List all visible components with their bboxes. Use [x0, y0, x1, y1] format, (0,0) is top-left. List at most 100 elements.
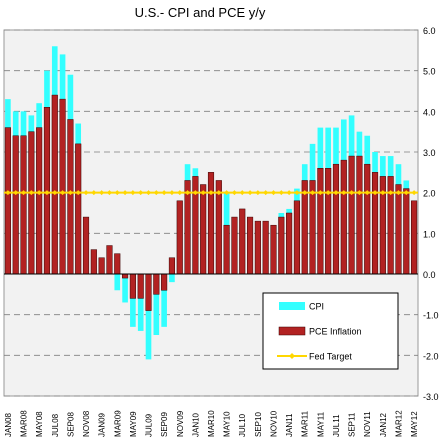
pce-bar: [317, 168, 324, 275]
pce-bar: [137, 273, 144, 299]
fed-target-marker: [411, 190, 417, 196]
x-tick-label: SEP08: [66, 412, 75, 437]
y-tick-label: 0.0: [423, 270, 436, 280]
pce-bar: [286, 212, 293, 275]
x-tick-label: NOV10: [269, 410, 278, 437]
fed-target-marker: [231, 190, 237, 196]
pce-bar: [168, 257, 176, 275]
pce-bar: [114, 253, 121, 275]
pce-bar: [145, 273, 152, 311]
fed-target-marker: [310, 190, 316, 196]
pce-bar: [200, 184, 207, 275]
x-tick-label: MAY11: [316, 411, 325, 437]
fed-target-marker: [5, 190, 11, 196]
fed-target-marker: [239, 190, 245, 196]
fed-target-marker: [106, 190, 112, 196]
x-tick-label: SEP10: [254, 412, 263, 437]
pce-bar: [325, 168, 332, 275]
fed-target-marker: [372, 190, 378, 196]
legend: CPI PCE Inflation Fed Target: [262, 292, 399, 370]
fed-target-marker: [270, 190, 276, 196]
x-tick-label: SEP09: [160, 412, 169, 437]
pce-bar: [51, 94, 58, 275]
legend-swatch-cpi: [279, 302, 305, 310]
fed-target-marker: [52, 190, 58, 196]
pce-bar: [395, 184, 402, 275]
fed-target-marker: [356, 190, 362, 196]
pce-bar: [246, 216, 254, 275]
pce-bar: [82, 216, 90, 275]
fed-target-marker: [395, 190, 401, 196]
pce-bar: [340, 159, 347, 275]
x-tick-label: SEP11: [348, 412, 357, 437]
fed-target-marker: [114, 190, 120, 196]
fed-target-marker: [75, 190, 81, 196]
legend-label: PCE Inflation: [309, 327, 362, 337]
x-tick-label: MAR08: [20, 410, 29, 437]
pce-bar: [28, 131, 35, 275]
legend-label: CPI: [309, 302, 324, 312]
pce-bar: [223, 224, 230, 275]
fed-target-marker: [247, 190, 253, 196]
x-tick-label: MAR10: [207, 410, 216, 437]
fed-target-marker: [122, 190, 128, 196]
fed-target-marker: [208, 190, 214, 196]
fed-target-marker: [286, 190, 292, 196]
cpi-bar: [153, 274, 160, 335]
fed-target-marker: [302, 190, 308, 196]
pce-bar: [12, 135, 19, 275]
x-tick-label: JUL10: [238, 413, 247, 437]
plot-area: 6.0 5.0 4.0 3.0 2.0 1.0 0.0 -1.0 -2.0 -3.0 JAN08 MA…: [3, 26, 439, 437]
chart-title: U.S.- CPI and PCE y/y: [135, 5, 266, 20]
pce-bar: [262, 220, 269, 275]
fed-target-marker: [138, 190, 144, 196]
fed-target-marker: [200, 190, 206, 196]
pce-bar: [36, 127, 43, 275]
fed-target-marker: [169, 190, 175, 196]
pce-bar: [176, 200, 183, 275]
fed-target-marker: [13, 190, 19, 196]
fed-target-marker: [130, 190, 136, 196]
x-tick-label: MAR12: [394, 410, 403, 437]
x-tick-label: MAR11: [301, 410, 310, 437]
cpi-bar: [169, 274, 175, 283]
legend-swatch-fed-marker: [289, 353, 295, 359]
y-tick-label: 5.0: [423, 67, 436, 77]
fed-target-marker: [349, 190, 355, 196]
pce-bar: [411, 200, 418, 275]
y-tick-label: -2.0: [423, 351, 439, 361]
pce-bar: [332, 163, 340, 275]
fed-target-marker: [67, 190, 73, 196]
pce-bar: [98, 257, 105, 275]
y-tick-label: 2.0: [423, 189, 436, 199]
pce-bar: [207, 172, 215, 275]
cpi-bar: [114, 274, 121, 291]
fed-target-marker: [403, 190, 409, 196]
pce-bar: [59, 98, 66, 275]
fed-target-marker: [177, 190, 183, 196]
fed-target-marker: [216, 190, 222, 196]
x-tick-label: JAN08: [4, 412, 13, 437]
pce-bar: [106, 245, 113, 275]
fed-target-marker: [161, 190, 167, 196]
fed-target-marker: [28, 190, 34, 196]
fed-target-marker: [364, 190, 370, 196]
x-tick-label: JAN09: [98, 412, 107, 437]
fed-target-marker: [255, 190, 261, 196]
fed-target-marker: [185, 190, 191, 196]
pce-bar: [129, 273, 136, 299]
fed-target-marker: [333, 190, 339, 196]
pce-bar: [122, 273, 129, 279]
cpi-bar: [130, 274, 136, 327]
fed-target-marker: [146, 190, 152, 196]
pce-bar: [356, 155, 363, 275]
y-tick-label: 3.0: [423, 148, 436, 158]
fed-target-marker: [341, 190, 347, 196]
fed-target-marker: [192, 190, 198, 196]
legend-label: Fed Target: [309, 352, 352, 362]
x-tick-label: JUL11: [332, 414, 341, 437]
cpi-bar: [145, 274, 152, 360]
pce-bar: [161, 273, 168, 291]
pce-bar: [4, 127, 11, 275]
